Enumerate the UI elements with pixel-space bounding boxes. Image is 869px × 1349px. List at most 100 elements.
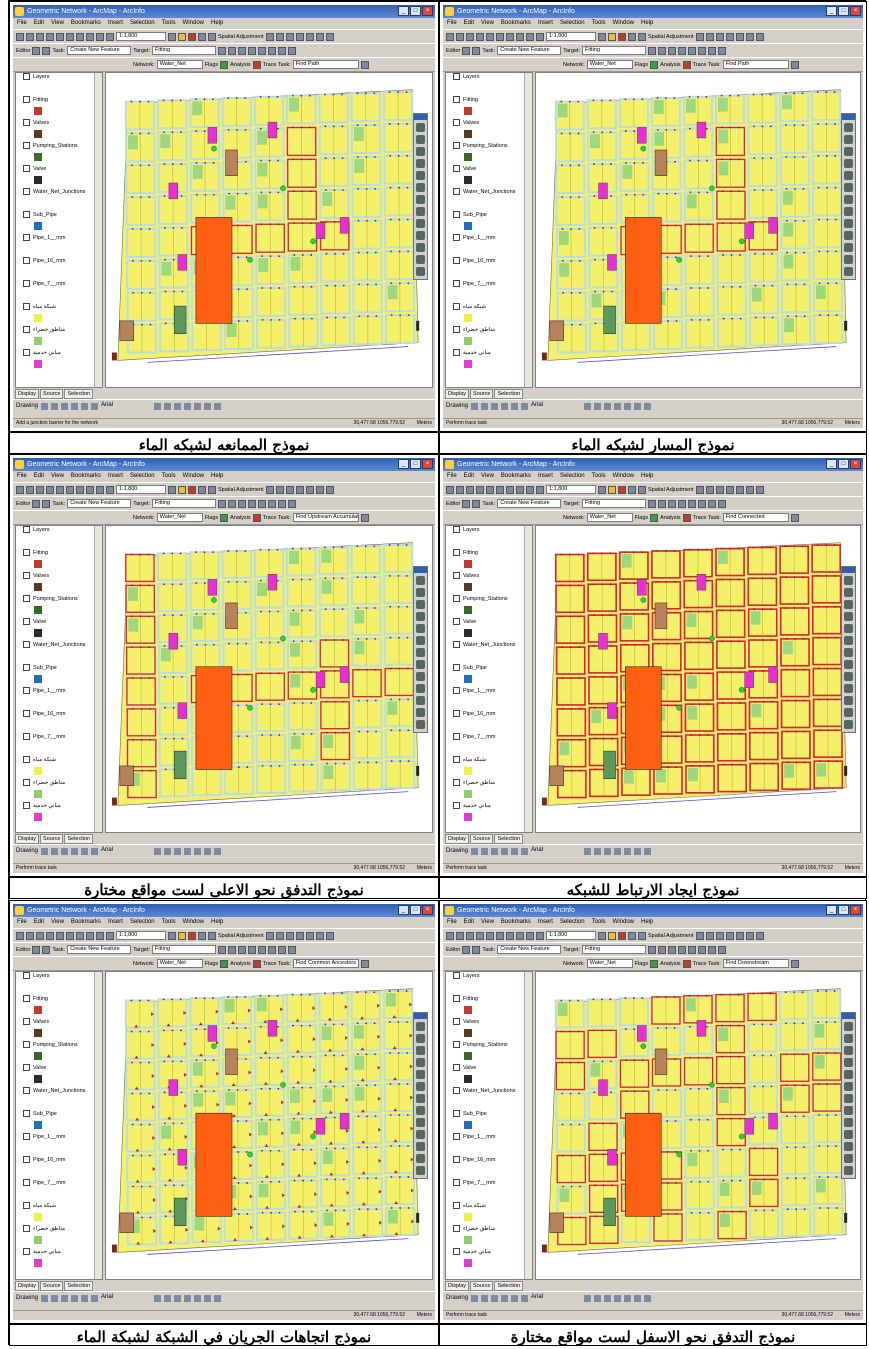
toc-layer-item[interactable]: Pipe_16_mm [16,710,102,733]
hyperlink-icon[interactable] [844,720,853,729]
catalog-icon[interactable] [608,931,616,940]
full-extent-icon[interactable] [844,1082,853,1091]
toc-scrollbar[interactable] [94,73,102,387]
d-icon[interactable] [288,46,297,55]
text-icon[interactable] [511,847,519,855]
toc-tab-source[interactable]: Source [40,1281,64,1291]
hyperlink-icon[interactable] [416,267,425,276]
hyperlink-icon[interactable] [416,1166,425,1175]
font-dropdown[interactable]: Arial [101,402,114,408]
find-icon[interactable] [416,243,425,252]
solve-icon[interactable] [360,959,369,968]
toc-layer-item[interactable]: Layers [16,73,102,96]
menu-item-edit[interactable]: Edit [33,20,45,26]
layer-visibility-checkbox[interactable] [453,211,460,219]
zoom-icon[interactable] [491,1294,499,1302]
sketch-icon[interactable] [678,46,687,55]
flow-direction-icon[interactable] [682,60,691,69]
spatial-adjustment-menu[interactable]: Spatial Adjustment [648,486,694,493]
toc-layer-item[interactable]: Sub_Pipe [446,211,532,234]
trace-task-dropdown[interactable]: Find Upstream Accumulation [292,513,359,522]
rotate-icon[interactable] [481,847,489,855]
new-icon[interactable] [16,32,24,41]
adj3-icon[interactable] [715,485,724,494]
fixed-zoom-out-icon[interactable] [416,612,425,621]
layer-visibility-checkbox[interactable] [453,165,460,173]
adj5-icon[interactable] [735,485,744,494]
layer-visibility-checkbox[interactable] [23,972,30,980]
layer-visibility-checkbox[interactable] [453,1041,460,1049]
rect-icon[interactable] [71,1294,79,1302]
select-icon[interactable] [416,219,425,228]
menu-item-window[interactable]: Window [612,919,634,925]
map-canvas[interactable] [106,972,432,1279]
a-icon[interactable] [688,945,697,954]
back-icon[interactable] [844,195,853,204]
italic-icon[interactable] [164,402,172,410]
redo-icon[interactable] [106,485,114,494]
layer-visibility-checkbox[interactable] [23,1087,30,1095]
toc-layer-item[interactable]: Fitting [16,549,102,572]
menu-item-tools[interactable]: Tools [591,20,606,26]
task-dropdown[interactable]: Create New Feature [67,945,132,954]
fixed-zoom-out-icon[interactable] [844,159,853,168]
layer-visibility-checkbox[interactable] [453,1018,460,1026]
line-color-icon[interactable] [634,402,642,410]
undo-icon[interactable] [526,485,534,494]
copy-icon[interactable] [66,485,74,494]
layer-visibility-checkbox[interactable] [23,549,30,557]
marker-color-icon[interactable] [644,402,652,410]
catalog-icon[interactable] [178,931,186,940]
bold-icon[interactable] [154,847,162,855]
menu-item-help[interactable]: Help [641,20,654,26]
pan-icon[interactable] [416,171,425,180]
d-icon[interactable] [718,499,727,508]
sketch-tool-icon[interactable] [42,46,51,55]
underline-icon[interactable] [604,847,612,855]
map-canvas[interactable] [106,73,432,387]
toc-tab-selection[interactable]: Selection [64,389,94,399]
layer-visibility-checkbox[interactable] [453,1179,460,1187]
editor-icon[interactable] [598,32,606,41]
toc-layer-item[interactable]: Pipe_7__mm [446,280,532,303]
open-icon[interactable] [26,32,34,41]
toc-layer-item[interactable]: Pipe_1__mm [16,234,102,257]
menu-item-help[interactable]: Help [641,473,654,479]
analysis-menu[interactable]: Analysis [230,514,251,521]
layer-visibility-checkbox[interactable] [453,1110,460,1118]
layer-visibility-checkbox[interactable] [23,802,30,810]
toc-layer-item[interactable]: Sub_Pipe [16,664,102,687]
select-icon[interactable] [844,1118,853,1127]
undo-icon[interactable] [96,485,104,494]
copy-icon[interactable] [66,931,74,940]
font-dropdown[interactable]: Arial [531,847,544,853]
rect-icon[interactable] [71,402,79,410]
adj3-icon[interactable] [285,32,294,41]
delete-icon[interactable] [516,32,524,41]
a-icon[interactable] [258,46,267,55]
maximize-button[interactable]: □ [838,6,849,16]
rotate-icon[interactable] [481,402,489,410]
attr-icon[interactable] [238,46,247,55]
sketch-tool-icon[interactable] [42,499,51,508]
scale-dropdown[interactable]: 1:1,800 [116,931,166,940]
toolbox-icon[interactable] [618,931,626,940]
map-display[interactable] [535,971,861,1280]
rotate-icon[interactable] [228,499,237,508]
close-button[interactable]: × [422,905,433,915]
toc-layer-item[interactable]: مباني خدمية [446,1248,532,1271]
paste-icon[interactable] [506,32,514,41]
toc-tab-source[interactable]: Source [470,389,494,399]
toc-layer-item[interactable]: Sub_Pipe [446,1110,532,1133]
solve-icon[interactable] [360,513,369,522]
layer-visibility-checkbox[interactable] [23,1225,30,1233]
layer-visibility-checkbox[interactable] [23,188,30,196]
layer-visibility-checkbox[interactable] [23,303,30,311]
layer-visibility-checkbox[interactable] [453,234,460,242]
full-extent-icon[interactable] [416,1082,425,1091]
pan-icon[interactable] [844,171,853,180]
target-dropdown[interactable]: Fitting [152,499,217,508]
toc-layer-item[interactable]: Valve [16,165,102,188]
measure-icon[interactable] [844,255,853,264]
analysis-menu[interactable]: Analysis [660,960,681,967]
